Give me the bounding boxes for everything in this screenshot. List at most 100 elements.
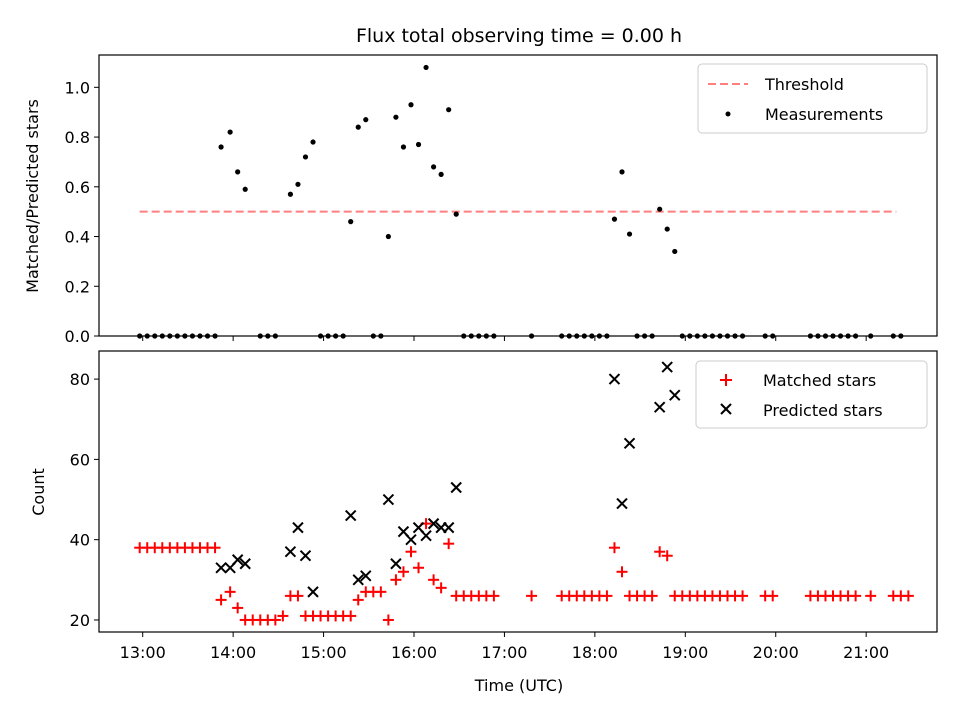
predicted-star-point bbox=[623, 437, 636, 450]
bottom-legend-box bbox=[695, 360, 928, 429]
measurement-point bbox=[295, 181, 301, 187]
matched-star-point bbox=[224, 586, 236, 598]
top-axes-frame bbox=[98, 54, 938, 337]
matched-star-point bbox=[352, 594, 364, 606]
measurement-point bbox=[672, 248, 678, 255]
measurement-point bbox=[408, 102, 414, 108]
predicted-star-point bbox=[382, 493, 395, 506]
matched-star-point bbox=[443, 538, 455, 550]
predicted-star-point bbox=[215, 562, 227, 574]
measurement-point bbox=[310, 139, 316, 145]
matched-star-point bbox=[526, 590, 538, 602]
legend-predicted-marker bbox=[720, 403, 732, 415]
measurement-point bbox=[348, 219, 354, 225]
y-tick-label: 0.0 bbox=[65, 327, 90, 346]
measurement-point bbox=[438, 171, 444, 177]
x-tick-label: 15:00 bbox=[301, 643, 347, 662]
x-tick-label: 14:00 bbox=[210, 643, 256, 662]
y-tick-label: 0.4 bbox=[65, 228, 90, 247]
predicted-star-point bbox=[608, 373, 621, 385]
top-panel: 0.0 0.2 0.4 0.6 0.8 1.0 Matched/Predicted sta… bbox=[23, 54, 938, 346]
matched-star-point bbox=[902, 590, 914, 602]
predicted-star-point bbox=[284, 546, 297, 558]
y-tick-label: 60 bbox=[70, 450, 90, 469]
predicted-star-point bbox=[292, 521, 304, 534]
matched-star-point bbox=[269, 614, 281, 626]
x-axis-label: Time (UTC) bbox=[474, 676, 563, 695]
matched-star-point bbox=[737, 590, 749, 602]
bottom-legend: Matched stars Predicted stars bbox=[695, 360, 928, 429]
legend-matched-marker bbox=[720, 374, 732, 386]
matched-star-point bbox=[616, 566, 628, 578]
matched-star-point bbox=[215, 594, 227, 606]
x-tick-label: 20:00 bbox=[753, 643, 799, 662]
y-tick-label: 80 bbox=[70, 370, 90, 389]
measurement-point bbox=[385, 233, 391, 240]
bottom-plot-area bbox=[134, 361, 914, 626]
top-y-axis-label: Matched/Predicted stars bbox=[23, 99, 42, 293]
matched-star-point bbox=[608, 542, 620, 554]
top-legend: Threshold Measurements bbox=[697, 63, 928, 134]
measurement-point bbox=[227, 129, 233, 135]
measurement-point bbox=[242, 186, 248, 192]
measurement-point bbox=[287, 191, 294, 197]
predicted-star-point bbox=[299, 550, 312, 562]
legend-measurements-marker bbox=[725, 111, 731, 117]
predicted-star-point bbox=[360, 570, 372, 582]
top-legend-box bbox=[697, 63, 928, 134]
predicted-star-point bbox=[669, 389, 681, 401]
matched-star-point bbox=[435, 582, 447, 594]
matched-star-point bbox=[601, 590, 613, 602]
predicted-star-point bbox=[405, 533, 417, 546]
legend-measurements-label: Measurements bbox=[765, 105, 883, 124]
x-tick-label: 21:00 bbox=[843, 643, 889, 662]
matched-star-point bbox=[390, 574, 402, 586]
measurement-point bbox=[611, 216, 618, 222]
predicted-star-point bbox=[661, 361, 673, 373]
matched-star-point bbox=[767, 590, 779, 602]
matched-star-point bbox=[209, 542, 221, 554]
bottom-y-axis-label: Count bbox=[29, 468, 48, 516]
measurement-point bbox=[423, 64, 429, 71]
top-y-ticks: 0.0 0.2 0.4 0.6 0.8 1.0 bbox=[65, 78, 99, 346]
y-tick-label: 0.2 bbox=[65, 277, 90, 296]
legend-predicted-label: Predicted stars bbox=[763, 401, 883, 420]
y-tick-label: 0.8 bbox=[65, 128, 90, 147]
matched-star-point bbox=[382, 614, 394, 626]
matched-star-point bbox=[405, 546, 417, 558]
measurement-point bbox=[235, 169, 241, 175]
measurement-point bbox=[400, 144, 407, 150]
matched-star-point bbox=[413, 562, 425, 574]
matched-star-point bbox=[277, 610, 289, 622]
measurement-point bbox=[218, 144, 224, 150]
matched-star-point bbox=[865, 590, 877, 602]
bottom-x-ticks: 13:00 14:00 15:00 16:00 17:00 18:00 19:00 20:00… bbox=[120, 632, 889, 662]
matched-star-point bbox=[654, 546, 666, 558]
y-tick-label: 40 bbox=[70, 531, 90, 550]
measurement-point bbox=[393, 114, 399, 120]
measurement-point bbox=[453, 211, 459, 217]
matched-star-point bbox=[345, 610, 357, 622]
x-tick-label: 16:00 bbox=[391, 643, 437, 662]
predicted-star-point bbox=[307, 586, 319, 598]
legend-threshold-label: Threshold bbox=[764, 75, 844, 94]
predicted-star-point bbox=[344, 509, 357, 522]
measurement-point bbox=[415, 141, 422, 148]
matched-star-point bbox=[232, 602, 244, 614]
chart-title: Flux total observing time = 0.00 h bbox=[356, 25, 682, 47]
matched-star-point bbox=[292, 590, 304, 602]
predicted-star-point bbox=[239, 558, 251, 570]
measurement-point bbox=[619, 169, 625, 175]
matched-star-point bbox=[488, 590, 500, 602]
measurement-point bbox=[430, 164, 437, 170]
measurement-point bbox=[355, 124, 361, 130]
matched-star-point bbox=[375, 586, 387, 598]
y-tick-label: 1.0 bbox=[65, 78, 90, 97]
x-tick-label: 17:00 bbox=[481, 643, 527, 662]
predicted-star-point bbox=[231, 554, 244, 566]
measurement-point bbox=[657, 206, 663, 212]
predicted-star-point bbox=[653, 401, 666, 413]
matched-star-point bbox=[661, 550, 673, 562]
matched-star-point bbox=[397, 566, 409, 578]
